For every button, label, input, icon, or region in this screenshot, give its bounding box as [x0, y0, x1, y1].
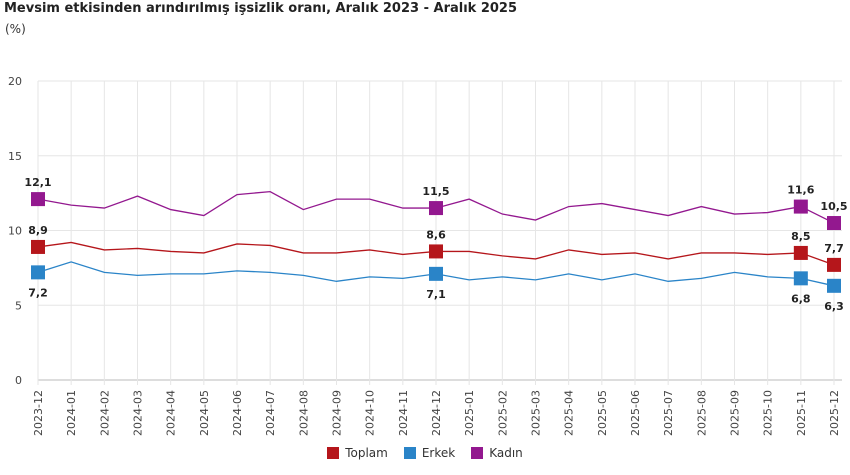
legend-item-erkek[interactable]: Erkek: [403, 446, 456, 460]
marker-kadın: [31, 192, 45, 207]
line-chart: 0 5 10 15 20 2023-12 2024-01 2024-02 2024-03 2024…: [8, 75, 848, 436]
x-tick-label: 2024-02: [98, 390, 111, 436]
x-tick-label: 2024-09: [331, 390, 344, 436]
legend: Toplam Erkek Kadın: [0, 446, 850, 460]
y-tick-label: 5: [15, 299, 22, 312]
marker-erkek: [429, 266, 443, 281]
data-label: 12,1: [24, 176, 51, 189]
x-tick-label: 2024-01: [65, 390, 78, 436]
marker-toplam: [31, 239, 45, 254]
x-tick-label: 2024-08: [297, 390, 310, 436]
legend-swatch: [403, 447, 416, 459]
x-tick-label: 2024-12: [430, 390, 443, 436]
marker-toplam: [827, 257, 841, 272]
legend-item-toplam[interactable]: Toplam: [327, 446, 388, 460]
y-tick-label: 20: [8, 75, 22, 88]
data-label: 7,1: [426, 288, 446, 301]
x-tick-label: 2025-09: [729, 390, 742, 436]
marker-kadın: [429, 201, 443, 216]
data-label: 10,5: [820, 200, 847, 213]
marker-erkek: [793, 271, 808, 286]
legend-label: Toplam: [345, 446, 388, 460]
marker-erkek: [827, 278, 841, 293]
x-tick-label: 2025-02: [496, 390, 509, 436]
x-tick-label: 2025-05: [596, 390, 609, 436]
legend-swatch: [471, 447, 484, 459]
x-tick-label: 2024-11: [397, 390, 410, 436]
marker-toplam: [793, 245, 808, 260]
data-label: 7,7: [824, 242, 844, 255]
x-tick-label: 2025-12: [828, 390, 841, 436]
x-tick-label: 2025-11: [795, 390, 808, 436]
y-tick-label: 15: [8, 150, 22, 163]
x-tick-label: 2025-03: [530, 390, 543, 436]
y-tick-label: 0: [15, 374, 22, 387]
data-label: 8,9: [28, 224, 48, 237]
x-tick-label: 2025-01: [463, 390, 476, 436]
data-label: 11,6: [787, 184, 814, 197]
chart-title: Mevsim etkisinden arındırılmış işsizlik …: [4, 1, 518, 16]
x-tick-label: 2023-12: [32, 390, 45, 436]
marker-kadın: [827, 216, 841, 231]
x-tick-label: 2025-07: [662, 390, 675, 436]
x-tick-label: 2025-08: [695, 390, 708, 436]
legend-label: Erkek: [421, 446, 456, 460]
legend-label: Kadın: [489, 446, 523, 460]
legend-item-kadın[interactable]: Kadın: [471, 446, 523, 460]
marker-erkek: [31, 265, 45, 280]
x-tick-label: 2025-10: [762, 390, 775, 436]
x-tick-label: 2024-07: [264, 390, 277, 436]
data-label: 6,3: [824, 300, 844, 313]
x-tick-label: 2024-05: [198, 390, 211, 436]
data-label: 11,5: [422, 185, 449, 198]
x-tick-label: 2024-03: [132, 390, 145, 436]
marker-toplam: [429, 244, 443, 259]
data-label: 7,2: [28, 286, 48, 299]
x-tick-label: 2024-06: [231, 390, 244, 436]
x-tick-label: 2025-06: [629, 390, 642, 436]
x-tick-label: 2024-04: [165, 390, 178, 436]
x-tick-label: 2024-10: [364, 390, 377, 436]
data-label: 8,5: [791, 230, 811, 243]
y-tick-label: 10: [8, 225, 22, 238]
legend-swatch: [327, 447, 340, 459]
x-tick-label: 2025-04: [563, 390, 576, 436]
data-label: 6,8: [791, 292, 811, 305]
data-label: 8,6: [426, 228, 446, 241]
y-axis-unit: (%): [5, 22, 26, 36]
marker-kadın: [793, 199, 808, 214]
